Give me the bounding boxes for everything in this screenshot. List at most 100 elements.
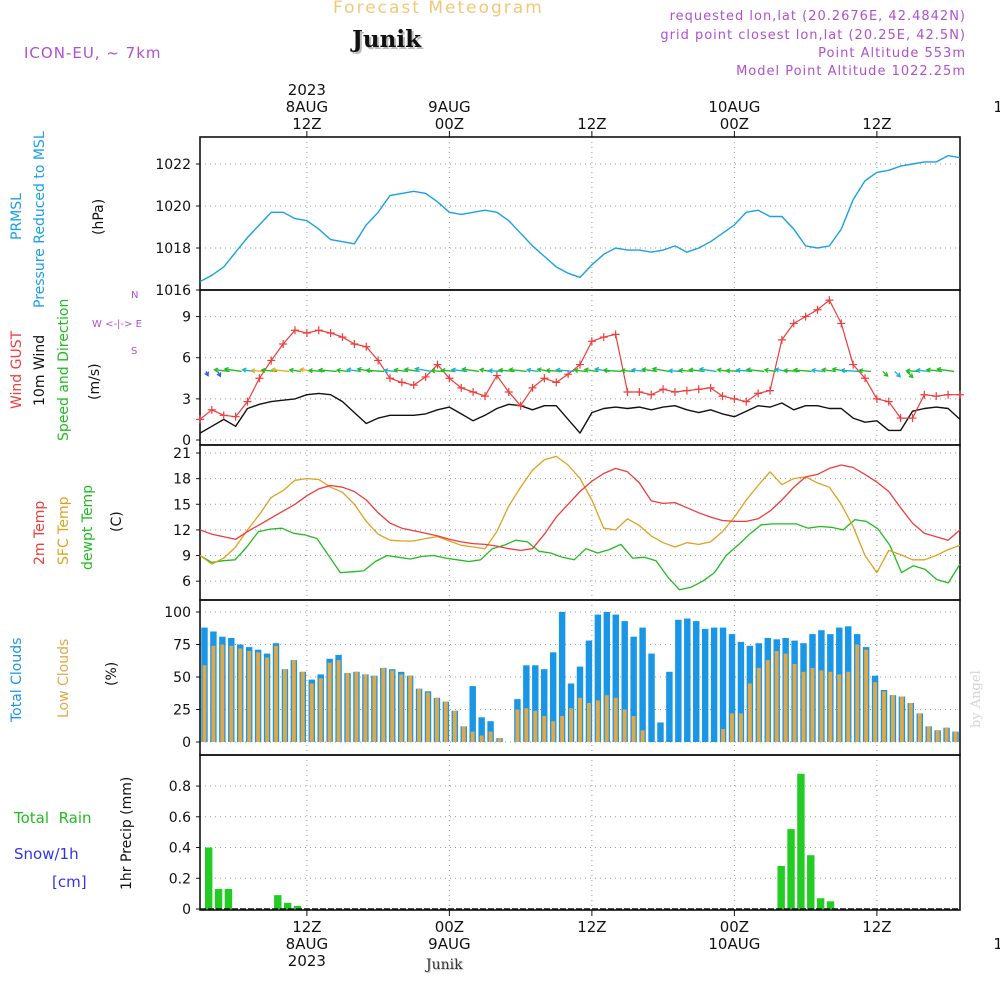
gust-marker (386, 374, 394, 383)
gust-marker (908, 414, 917, 423)
gust-marker (730, 394, 739, 403)
wind-arrow-head (403, 367, 409, 373)
low-cloud-bar (908, 703, 913, 742)
wind-arrow-head (792, 367, 798, 373)
wind-direction-arrow (289, 369, 302, 373)
temp-ytick-label: 15 (173, 497, 191, 513)
low-cloud-bar (953, 731, 958, 742)
low-cloud-bar (256, 652, 261, 742)
low-cloud-bar (899, 696, 904, 742)
wind-arrow-head (773, 367, 780, 373)
gust-marker (433, 360, 442, 369)
gridpoint-coords: grid point closest lon,lat (20.25E, 42.5… (660, 28, 966, 43)
sfc-temp-line (199, 455, 961, 574)
low-cloud-bar (229, 645, 234, 742)
wind-arrow-head (583, 367, 589, 373)
low-cloud-bar (819, 670, 824, 742)
wind-direction-arrow (415, 368, 432, 373)
gust-marker (540, 374, 549, 383)
wind-arrow-head (905, 368, 911, 374)
low-cloud-bar (318, 678, 323, 742)
wind-arrow-head (641, 367, 647, 373)
wind-direction-arrow (271, 368, 290, 373)
total-cloud-bar (728, 634, 736, 742)
rain-bar (274, 895, 282, 909)
rain-bar (787, 829, 795, 909)
temp-ytick-label: 6 (182, 574, 191, 590)
compass-s: S (131, 346, 138, 357)
wind-direction-arrow (906, 370, 914, 378)
gust-marker (302, 329, 311, 338)
low-cloud-bar (739, 713, 743, 742)
wind-gust-line (199, 299, 960, 420)
footer-location: Junik (426, 957, 463, 973)
top-time-label: 2023 (288, 81, 326, 99)
low-cloud-bar (604, 695, 609, 742)
gust-marker (944, 390, 953, 399)
low-cloud-bar (443, 701, 448, 742)
wind-direction-arrow (822, 368, 836, 373)
top-time-label: 12Z (292, 115, 321, 133)
wind-arrow-head (763, 367, 769, 373)
wind-arrow-head (335, 367, 341, 374)
wind-arrow-head (526, 367, 532, 373)
precip-ytick-label: 0.8 (169, 779, 191, 795)
bottom-time-label: 00Z (435, 918, 464, 936)
wind-arrow-head (260, 367, 266, 373)
wind-arrow-head (288, 367, 294, 373)
wind-arrow-head (317, 367, 323, 373)
gust-marker (813, 305, 822, 314)
low-cloud-bar (837, 674, 842, 742)
low-cloud-bar (461, 726, 466, 742)
wind-arrow-head (356, 366, 362, 373)
low-cloud-bar (399, 674, 404, 742)
low-cloud-bar (613, 697, 618, 742)
wind-arrow-head (716, 367, 722, 373)
gust-marker (671, 388, 679, 396)
wind-arrow-head (810, 367, 816, 374)
gust-marker (409, 381, 418, 390)
total-cloud-bar (558, 612, 566, 742)
wind-arrow-head (250, 368, 256, 374)
gust-marker (694, 385, 703, 394)
low-cloud-bar (283, 669, 287, 742)
bottom-time-label: 00Z (720, 918, 749, 936)
pressure-frame (199, 136, 961, 291)
low-cloud-bar (551, 721, 556, 742)
wind-arrow-head (573, 367, 579, 374)
bottom-time-label: 10AUG (708, 935, 760, 953)
total-cloud-bar (675, 619, 682, 742)
gust-marker (611, 330, 620, 339)
rain-bar (816, 898, 825, 909)
total-cloud-bar (710, 627, 718, 742)
gust-marker (884, 397, 893, 406)
dewpoint-line (199, 519, 961, 591)
total-cloud-bar (684, 618, 691, 742)
wind-ytick-label: 0 (182, 433, 191, 449)
total-cloud-bar (657, 722, 664, 742)
rain-bar (777, 865, 785, 909)
low-cloud-bar (265, 657, 269, 742)
low-cloud-bar (765, 660, 770, 742)
low-cloud-bar (569, 708, 573, 742)
low-cloud-bar (408, 675, 413, 742)
rain-bar (807, 855, 815, 909)
low-cloud-bar (801, 671, 806, 742)
wind-ytick-label: 6 (182, 351, 191, 367)
bottom-time-label: 9AUG (428, 935, 470, 953)
rain-bar (205, 847, 213, 909)
gust-marker (718, 392, 727, 401)
top-time-label: 00Z (720, 115, 749, 133)
wind-arrow-head (298, 367, 305, 373)
wind-direction-arrow (894, 370, 901, 378)
gust-marker (326, 329, 335, 338)
wind-arrow-head (831, 366, 837, 373)
low-cloud-bar (247, 651, 252, 742)
2m-temp-line (199, 464, 961, 552)
location-title: Junik (352, 26, 421, 53)
gust-marker (528, 383, 537, 392)
temp-frame (199, 444, 961, 601)
gust-marker (492, 371, 501, 380)
wind-ytick-label: 3 (182, 392, 191, 408)
